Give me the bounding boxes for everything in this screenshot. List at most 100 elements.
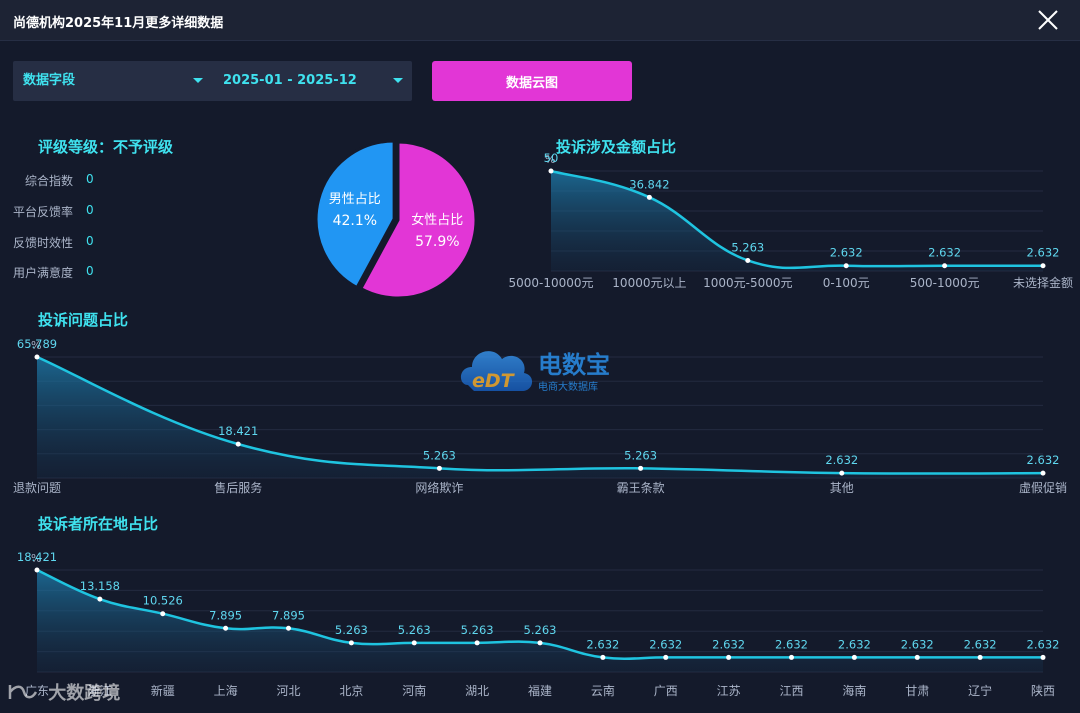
pie-value-female: 57.9% [415, 234, 459, 250]
field-dropdown-icon[interactable] [193, 78, 203, 83]
amount-chart-group: %50 5000-10000元 36.842 10000元以上 5.263 1000元-5… [508, 151, 1073, 290]
issue-point[interactable] [839, 470, 845, 476]
region-x-tick-label: 甘肃 [905, 684, 929, 698]
amount-data-label: 2.632 [830, 246, 863, 260]
date-range-label: 2025-01 - 2025-12 [223, 73, 357, 88]
region-x-tick-label: 福建 [528, 683, 552, 698]
pie-slice-female[interactable] [358, 140, 478, 300]
region-point[interactable] [914, 654, 920, 660]
data-cloud-button[interactable]: 数据云图 [432, 61, 632, 101]
region-area-fill [37, 570, 1043, 672]
amount-x-tick-label: 500-1000元 [910, 276, 980, 290]
issue-point[interactable] [34, 354, 40, 360]
amount-x-tick-label: 1000元-5000元 [703, 276, 792, 290]
amount-x-tick-label: 5000-10000元 [508, 276, 593, 290]
issue-data-label: 65.789 [17, 337, 57, 351]
amount-point[interactable] [942, 263, 948, 269]
amount-area-fill [551, 171, 1043, 271]
region-data-label: 2.632 [586, 637, 619, 651]
region-point[interactable] [977, 654, 983, 660]
region-data-label: 2.632 [901, 637, 934, 651]
date-range-picker[interactable]: 2025-01 - 2025-12 [223, 61, 408, 101]
issue-data-label: 5.263 [423, 448, 456, 462]
region-x-tick-label: 海南 [842, 683, 866, 698]
watermark-logo-text: eDT [472, 370, 516, 392]
region-data-label: 18.421 [17, 550, 57, 564]
amount-point[interactable] [843, 263, 849, 269]
region-data-label: 13.158 [80, 579, 120, 593]
title-bar: 尚德机构2025年11月更多详细数据 [0, 0, 1080, 41]
amount-point[interactable] [548, 168, 554, 174]
amount-x-tick-label: 未选择金额 [1013, 275, 1073, 290]
amount-data-label: 36.842 [629, 177, 669, 191]
amount-point[interactable] [646, 194, 652, 200]
region-point[interactable] [160, 611, 166, 617]
close-button[interactable] [1036, 8, 1060, 32]
issue-x-tick-label: 其他 [830, 481, 854, 495]
region-point[interactable] [663, 654, 669, 660]
date-dropdown-icon[interactable] [393, 78, 403, 83]
issue-x-tick-label: 售后服务 [214, 480, 262, 495]
metric-label-composite: 综合指数 [24, 174, 73, 188]
amount-y-unit-label: % [545, 153, 555, 166]
amount-data-label: 5.263 [731, 240, 764, 254]
issue-point[interactable] [235, 441, 241, 447]
amount-point[interactable] [1040, 263, 1046, 269]
amount-point[interactable] [745, 257, 751, 263]
region-point[interactable] [474, 640, 480, 646]
region-data-label: 10.526 [143, 594, 183, 608]
region-chart-title: 投诉者所在地占比 [38, 515, 159, 533]
issue-point[interactable] [1040, 470, 1046, 476]
pie-label-male: 男性占比 [329, 192, 381, 207]
amount-data-label: 50 [544, 151, 559, 165]
region-data-label: 2.632 [1027, 637, 1060, 651]
close-icon [1038, 10, 1058, 30]
watermark-brand: 电数宝 [538, 351, 610, 379]
amount-series-line [550, 169, 1043, 270]
bottom-logo-icon [8, 685, 38, 699]
region-point[interactable] [411, 640, 417, 646]
issue-area-fill [37, 357, 1043, 478]
region-x-tick-label: 广东 [25, 684, 49, 698]
region-x-tick-label: 浙江 [88, 684, 112, 698]
region-point[interactable] [851, 654, 857, 660]
issue-point[interactable] [638, 465, 644, 471]
region-x-tick-label: 河南 [402, 683, 426, 698]
region-data-label: 7.895 [272, 608, 305, 622]
region-point[interactable] [286, 625, 291, 631]
issue-chart-title: 投诉问题占比 [38, 311, 129, 329]
issue-data-label: 18.421 [218, 424, 258, 438]
pie-slice-male[interactable] [314, 139, 396, 290]
gender-pie-chart: 男性占比 42.1% 女性占比 57.9% [314, 139, 478, 300]
rating-title: 评级等级：不予评级 [38, 138, 174, 156]
issue-data-label: 2.632 [825, 453, 858, 467]
region-point[interactable] [34, 567, 40, 573]
region-x-tick-label: 广西 [654, 684, 678, 698]
region-data-label: 2.632 [775, 637, 808, 651]
metric-value-feedback-rate: 0 [86, 203, 94, 217]
field-select[interactable]: 数据字段 [23, 61, 213, 101]
region-point[interactable] [726, 654, 732, 660]
region-x-tick-label: 辽宁 [968, 683, 992, 698]
region-point[interactable] [223, 625, 229, 631]
field-select-label: 数据字段 [23, 73, 76, 88]
region-point[interactable] [537, 640, 543, 646]
region-y-unit-label: % [31, 552, 41, 565]
region-point[interactable] [1040, 654, 1046, 660]
region-data-label: 5.263 [524, 623, 557, 637]
region-point[interactable] [600, 654, 606, 660]
issue-x-tick-label: 虚假促销 [1019, 481, 1067, 495]
region-point[interactable] [789, 654, 794, 660]
region-x-tick-label: 湖北 [465, 683, 489, 698]
issue-point[interactable] [436, 465, 442, 471]
region-point[interactable] [348, 640, 354, 646]
issue-data-label: 2.632 [1027, 453, 1060, 467]
pie-label-female: 女性占比 [411, 212, 463, 228]
issue-data-label: 5.263 [624, 448, 657, 462]
amount-data-label: 2.632 [928, 246, 961, 260]
amount-data-label: 2.632 [1027, 246, 1060, 260]
region-data-label: 2.632 [712, 637, 745, 651]
region-point[interactable] [97, 596, 103, 602]
region-data-label: 2.632 [964, 637, 997, 651]
